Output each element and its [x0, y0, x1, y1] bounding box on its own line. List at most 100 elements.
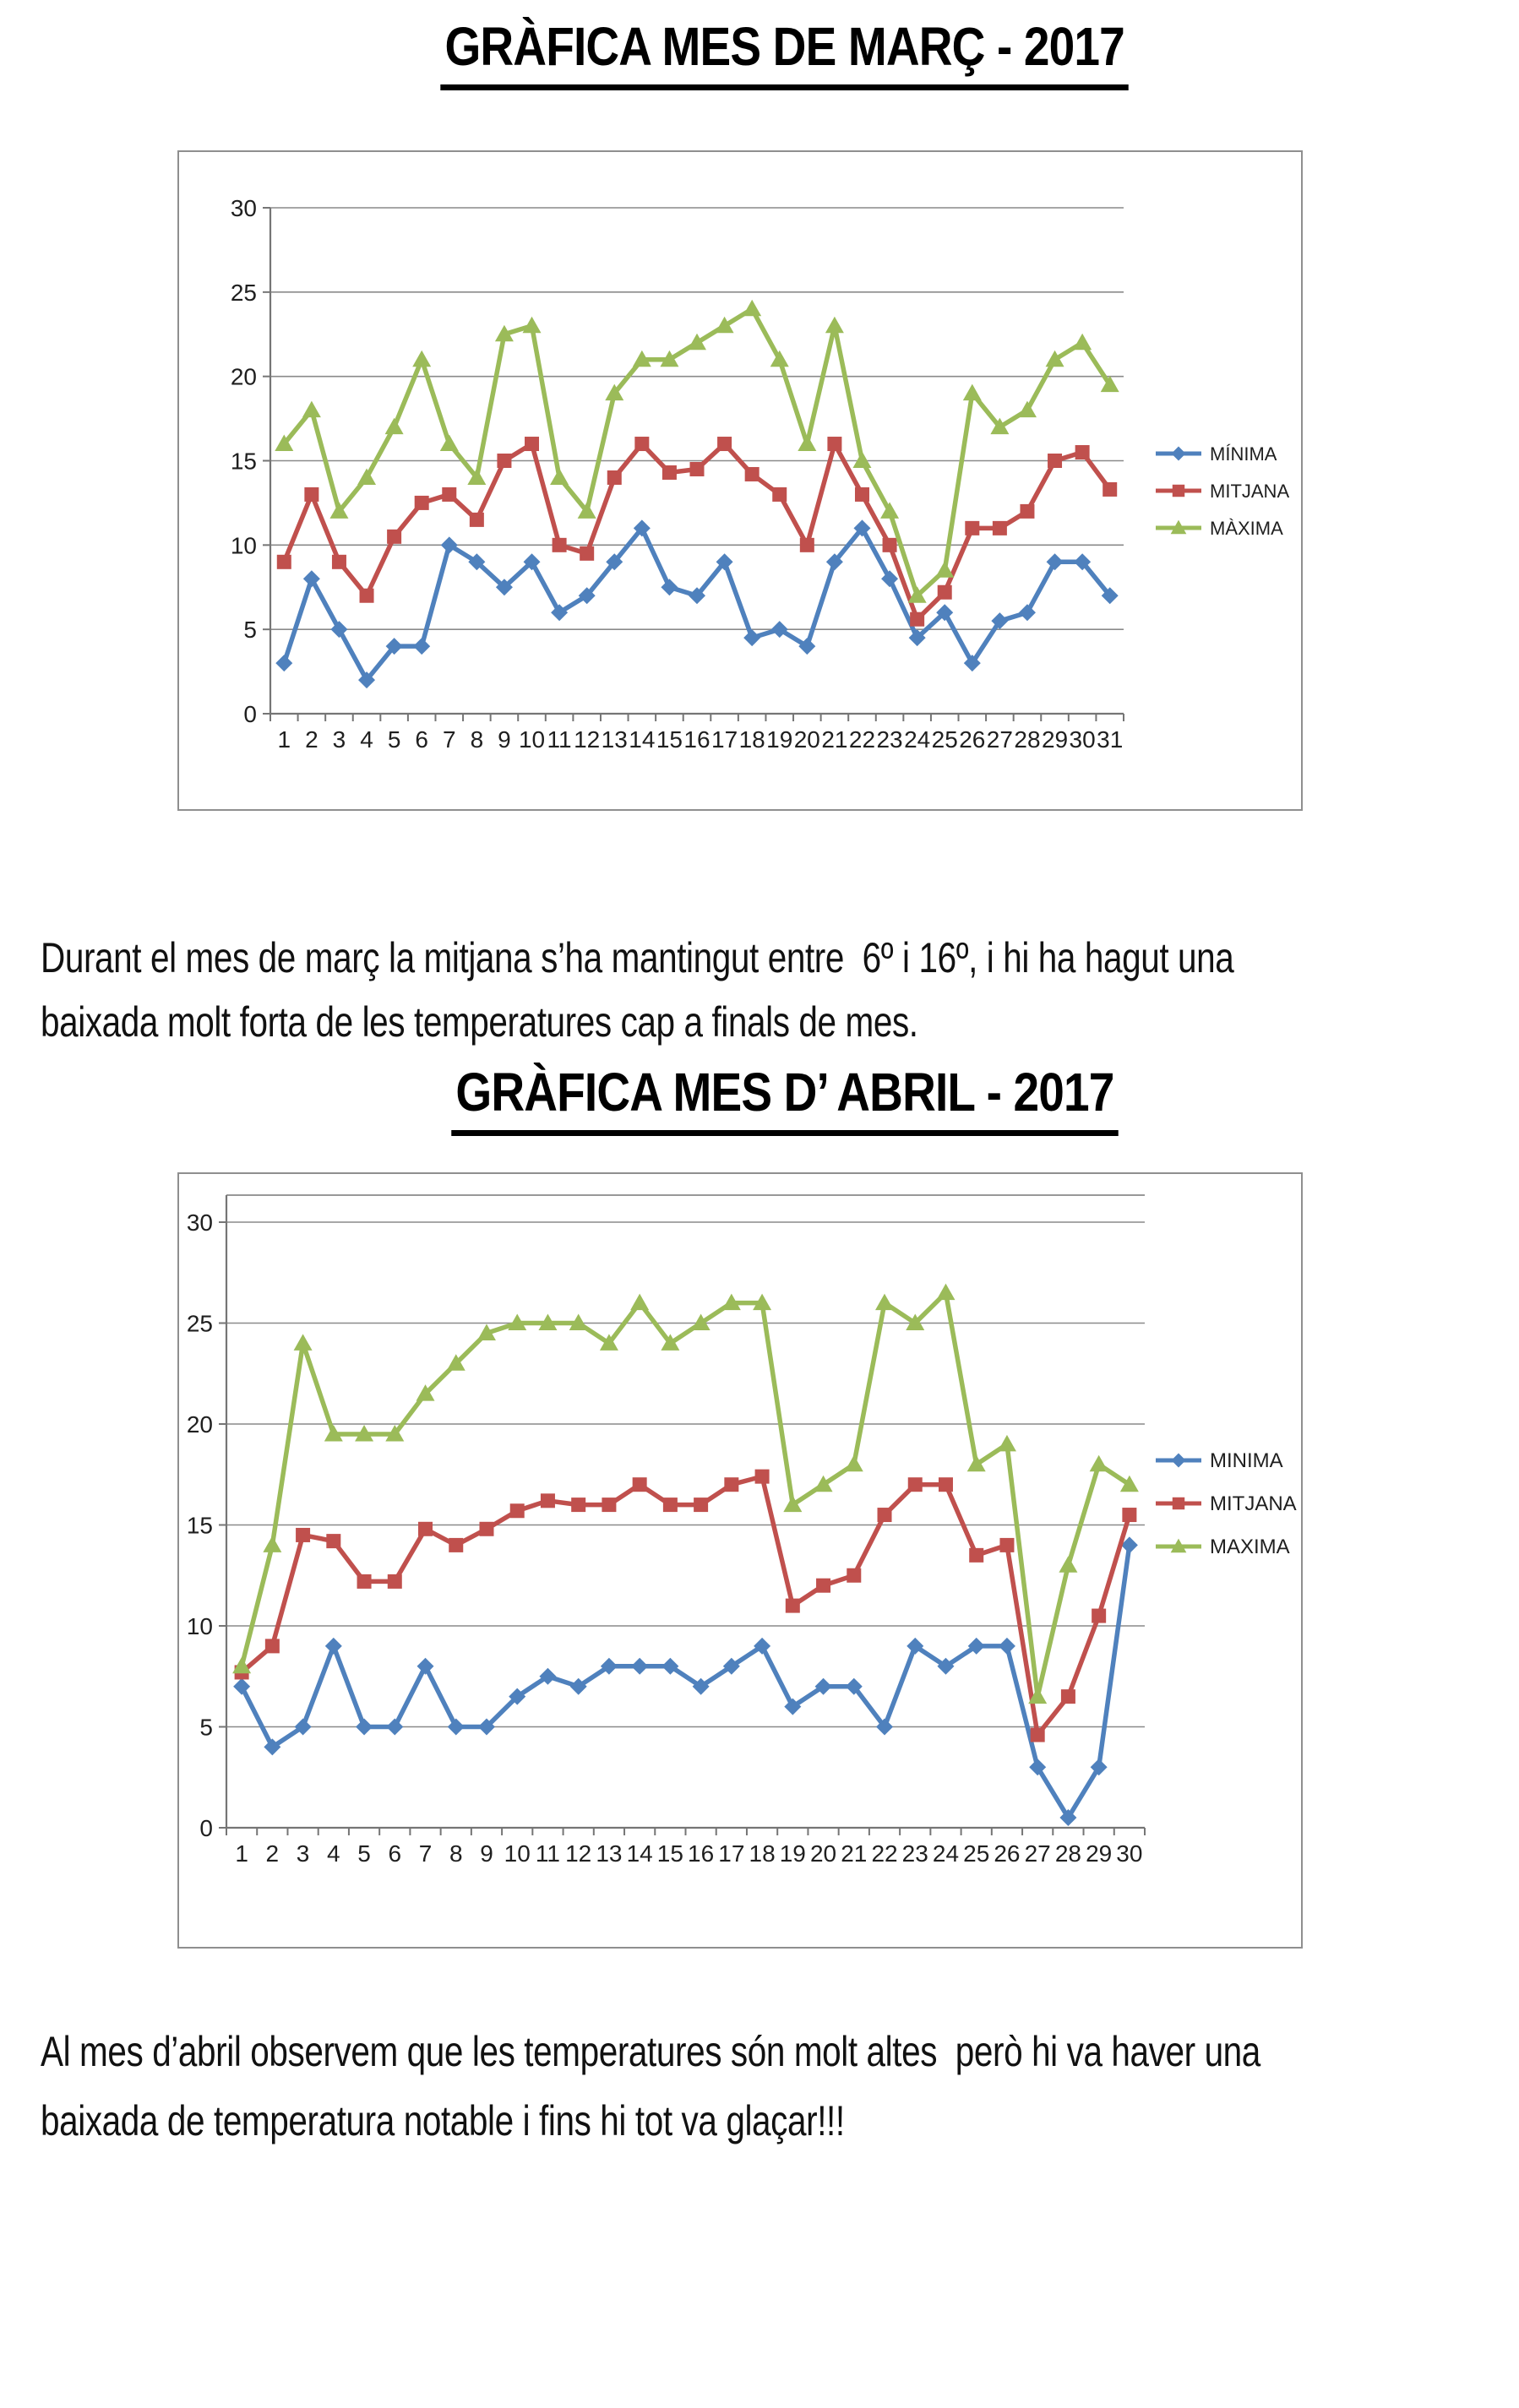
- x-axis-day-label: 6: [415, 726, 428, 753]
- diamond-marker: [386, 1718, 404, 1736]
- square-marker: [580, 546, 595, 561]
- y-axis-tick-label: 30: [187, 1209, 213, 1236]
- square-marker: [1102, 481, 1118, 497]
- y-axis-tick-label: 5: [243, 617, 257, 643]
- square-marker: [785, 1598, 800, 1613]
- x-axis-day-label: 27: [1025, 1840, 1051, 1867]
- march-chart-title: GRÀFICA MES DE MARÇ - 2017: [0, 15, 1519, 90]
- square-marker: [326, 1534, 341, 1549]
- triangle-marker: [1100, 375, 1119, 393]
- triangle-marker: [412, 350, 432, 367]
- square-marker: [304, 486, 319, 502]
- series-line-mitjana: [239, 1474, 1132, 1737]
- x-axis-day-label: 12: [565, 1840, 591, 1867]
- diamond-marker: [881, 570, 899, 588]
- diamond-marker: [770, 621, 788, 639]
- diamond-marker: [356, 1718, 373, 1736]
- triangle-marker: [907, 586, 927, 603]
- triangle-marker: [439, 434, 459, 452]
- x-axis-day-label: 22: [871, 1840, 897, 1867]
- x-axis-day-label: 29: [1086, 1840, 1112, 1867]
- x-axis-day-label: 5: [357, 1840, 371, 1867]
- diamond-marker: [814, 1677, 832, 1695]
- y-axis-tick-label: 30: [231, 195, 257, 221]
- diamond-marker: [743, 629, 761, 647]
- square-marker: [607, 470, 622, 485]
- april-chart-title-text: GRÀFICA MES D’ ABRIL - 2017: [451, 1061, 1119, 1136]
- diamond-marker: [233, 1677, 251, 1695]
- diamond-marker: [1120, 1536, 1138, 1554]
- march-comment-line-1: Durant el mes de març la mitjana s’ha ma…: [41, 934, 1234, 981]
- triangle-marker: [293, 1334, 313, 1351]
- x-axis-day-label: 28: [1055, 1840, 1081, 1867]
- square-marker: [1122, 1508, 1137, 1523]
- triangle-marker: [660, 350, 679, 367]
- square-marker: [1048, 454, 1063, 468]
- x-axis-day-label: 3: [297, 1840, 310, 1867]
- x-axis-day-label: 24: [933, 1840, 959, 1867]
- square-marker: [938, 1477, 953, 1492]
- diamond-marker: [998, 1637, 1015, 1655]
- triangle-marker: [1089, 1454, 1108, 1472]
- triangle-marker: [275, 434, 294, 452]
- x-axis-day-label: 4: [360, 726, 373, 753]
- chart-border: [177, 150, 1303, 811]
- x-axis-day-label: 9: [480, 1840, 493, 1867]
- x-axis-day-label: 26: [959, 726, 985, 753]
- april-comment-paragraph: Al mes d’abril observem que les temperat…: [41, 2017, 1519, 2155]
- triangle-marker: [384, 417, 404, 435]
- diamond-marker: [1074, 553, 1092, 571]
- square-marker: [540, 1493, 555, 1508]
- diamond-marker: [936, 604, 954, 622]
- x-axis-day-label: 29: [1042, 726, 1068, 753]
- square-marker: [910, 612, 925, 627]
- diamond-marker: [845, 1677, 863, 1695]
- triangle-marker: [522, 316, 542, 334]
- march-comment-paragraph: Durant el mes de març la mitjana s’ha ma…: [41, 926, 1514, 1054]
- triangle-marker: [599, 1334, 618, 1351]
- y-axis-tick-label: 10: [231, 532, 257, 558]
- triangle-marker: [302, 400, 321, 418]
- triangle-marker: [329, 502, 349, 519]
- y-axis-tick-label: 5: [199, 1715, 213, 1741]
- diamond-marker: [447, 1718, 465, 1736]
- diamond-marker: [600, 1657, 618, 1675]
- square-marker: [1075, 445, 1090, 460]
- y-axis-tick-label: 0: [243, 701, 257, 727]
- square-marker: [847, 1568, 862, 1583]
- square-marker: [854, 486, 869, 502]
- square-marker: [694, 1498, 709, 1513]
- triangle-marker: [538, 1313, 558, 1330]
- diamond-marker: [1171, 446, 1186, 461]
- x-axis-day-label: 8: [449, 1840, 463, 1867]
- diamond-marker: [908, 629, 926, 647]
- march-chart-title-text: GRÀFICA MES DE MARÇ - 2017: [440, 15, 1130, 90]
- triangle-marker: [569, 1313, 588, 1330]
- april-chart-title: GRÀFICA MES D’ ABRIL - 2017: [0, 1061, 1519, 1136]
- diamond-marker: [1046, 553, 1064, 571]
- x-axis-day-label: 2: [266, 1840, 280, 1867]
- square-marker: [662, 465, 677, 480]
- x-axis-day-label: 16: [688, 1840, 714, 1867]
- square-marker: [744, 466, 760, 481]
- diamond-marker: [468, 553, 486, 571]
- legend-label-màxima: MÀXIMA: [1210, 518, 1283, 539]
- diamond-marker: [662, 1657, 679, 1675]
- triangle-marker: [385, 1424, 405, 1442]
- diamond-marker: [963, 655, 981, 672]
- diamond-marker: [633, 519, 651, 537]
- triangle-marker: [798, 434, 817, 452]
- square-marker: [992, 520, 1007, 535]
- legend-label-maxima: MAXIMA: [1210, 1536, 1290, 1558]
- triangle-marker: [550, 468, 569, 485]
- square-marker: [1030, 1727, 1045, 1742]
- triangle-marker: [825, 316, 844, 334]
- x-axis-day-label: 11: [547, 726, 572, 753]
- x-axis-day-label: 10: [519, 726, 545, 753]
- diamond-marker: [798, 638, 816, 655]
- triangle-marker: [632, 350, 651, 367]
- triangle-marker: [661, 1334, 680, 1351]
- square-marker: [442, 486, 457, 502]
- y-axis-tick-label: 10: [187, 1613, 213, 1639]
